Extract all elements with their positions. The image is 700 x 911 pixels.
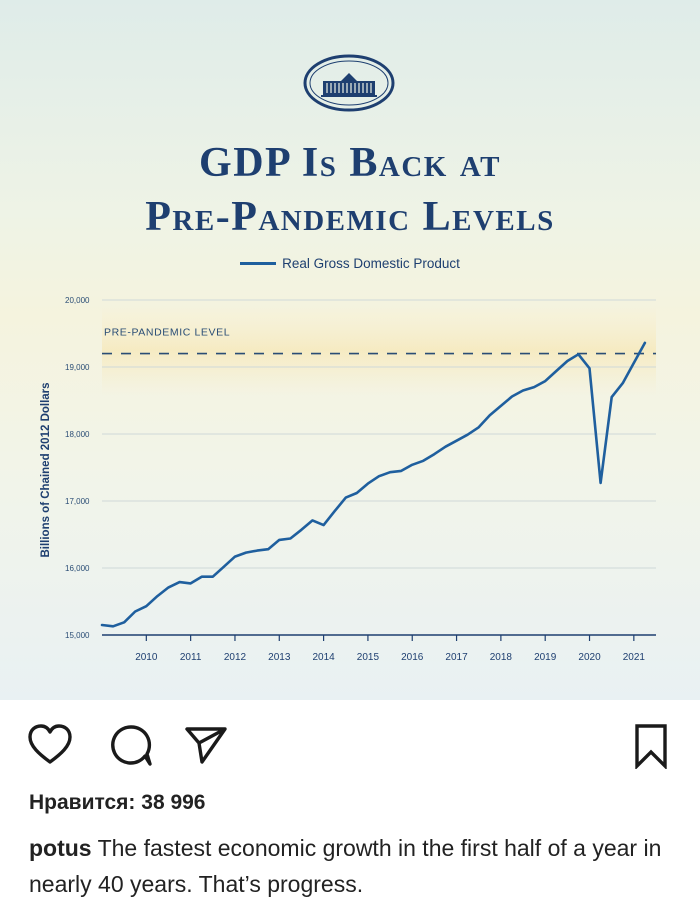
caption-username[interactable]: potus [29,835,92,861]
chart-title: GDP Is Back at Pre-Pandemic Levels [0,136,700,244]
y-tick-label: 18,000 [65,430,90,439]
post-image: GDP Is Back at Pre-Pandemic Levels Real … [0,0,700,700]
x-tick-label: 2013 [268,652,291,663]
post-caption: potus The fastest economic growth in the… [29,830,679,902]
bookmark-icon[interactable] [633,723,669,769]
legend-swatch [240,261,277,265]
heart-icon[interactable] [27,724,73,766]
x-tick-label: 2014 [312,652,335,663]
y-tick-label: 16,000 [65,564,90,573]
y-axis-label: Billions of Chained 2012 Dollars [40,382,52,557]
post-actions-bar [0,700,700,790]
y-tick-label: 19,000 [65,363,90,372]
y-tick-label: 20,000 [65,296,90,305]
x-tick-label: 2012 [224,652,247,663]
likes-count[interactable]: Нравится: 38 996 [29,791,206,814]
x-tick-label: 2017 [445,652,468,663]
x-tick-label: 2016 [401,652,424,663]
x-tick-label: 2011 [180,652,202,663]
x-tick-label: 2021 [623,652,646,663]
x-tick-label: 2018 [490,652,513,663]
title-line-1: GDP Is Back at [199,140,501,186]
comment-icon[interactable] [109,723,153,767]
x-tick-label: 2019 [534,652,557,663]
x-tick-label: 2020 [578,652,601,663]
legend-label: Real Gross Domestic Product [282,256,460,271]
white-house-icon [303,54,395,112]
send-icon[interactable] [184,724,228,766]
gdp-line-chart: 15,000 16,000 17,000 18,000 19,000 20,000 2010… [40,296,656,663]
caption-text: The fastest economic growth in the first… [29,835,662,897]
y-tick-label: 15,000 [65,631,90,640]
reference-line-label: PRE-PANDEMIC LEVEL [104,327,230,339]
gdp-series-line [100,341,647,628]
x-tick-label: 2010 [135,652,158,663]
x-tick-label: 2015 [357,652,380,663]
y-tick-label: 17,000 [65,497,90,506]
title-line-2: Pre-Pandemic Levels [145,194,555,240]
chart-legend: Real Gross Domestic Product [0,256,700,271]
